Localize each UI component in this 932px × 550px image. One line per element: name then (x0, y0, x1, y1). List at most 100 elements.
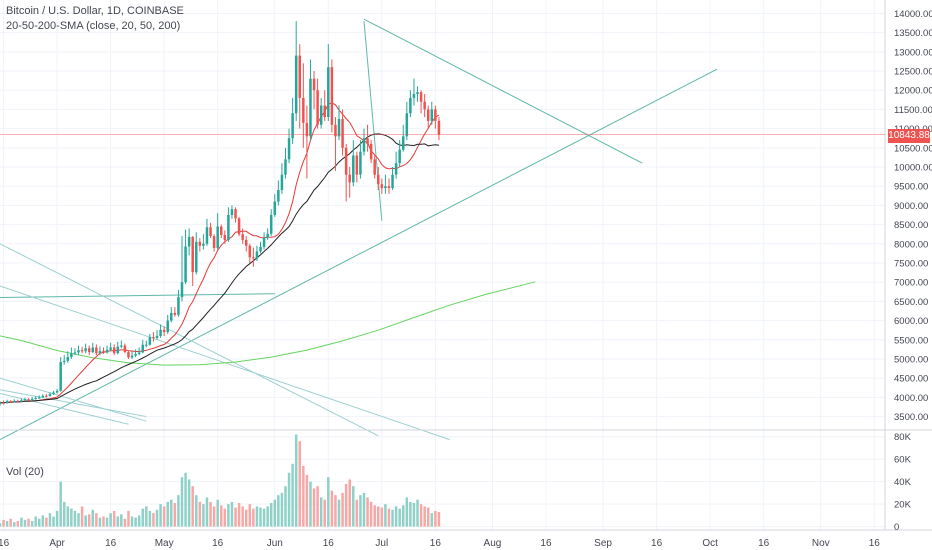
candle-body (13, 400, 16, 402)
volume-bar (137, 515, 141, 527)
candle-body (316, 90, 319, 125)
volume-bar (216, 499, 219, 527)
volume-bar (255, 506, 259, 527)
price-tick-label: 4500.00 (894, 374, 928, 385)
candle-body (202, 243, 205, 246)
candle-body (355, 155, 359, 175)
volume-bar (391, 509, 394, 527)
price-tick-label: 12500.00 (894, 67, 932, 78)
candle-body (38, 397, 41, 399)
candle-body (59, 362, 62, 391)
candle-body (423, 101, 426, 110)
candle-body (266, 233, 269, 238)
candle-body (409, 97, 412, 114)
volume-bar (212, 506, 216, 527)
candle-body (394, 163, 398, 175)
candle-body (230, 209, 234, 215)
volume-tick-label: 60K (894, 455, 912, 466)
volume-bar (70, 508, 73, 527)
sma-20-line (0, 102, 440, 404)
price-tick-label: 8000.00 (894, 239, 928, 250)
candle-body (241, 234, 244, 240)
volume-bar (330, 490, 334, 527)
price-tick-label: 10500.00 (894, 143, 932, 154)
candle-body (0, 402, 2, 404)
volume-tick-label: 80K (894, 432, 912, 443)
price-tick-label: 3500.00 (894, 412, 928, 423)
candle-body (359, 151, 362, 175)
time-tick-label: May (155, 538, 174, 549)
candle-body (34, 397, 37, 399)
trendline (0, 393, 129, 425)
price-tick-label: 8500.00 (894, 220, 928, 231)
volume-bar (130, 516, 134, 527)
volume-bar (373, 505, 376, 527)
volume-bar (187, 479, 191, 527)
candle-body (155, 335, 159, 338)
candle-body (405, 113, 409, 137)
candle-body (284, 159, 287, 175)
candle-body (20, 400, 23, 402)
volume-bar (16, 521, 20, 527)
volume-bar (38, 518, 41, 527)
volume-bar (366, 497, 369, 527)
volume-bar (98, 517, 102, 527)
candle-body (209, 227, 212, 237)
time-tick-label: 16 (430, 538, 442, 549)
volume-bar (327, 477, 330, 527)
candle-body (398, 149, 401, 164)
candle-body (319, 105, 323, 125)
volume-bar (127, 510, 130, 527)
volume-bar (105, 517, 109, 527)
time-tick-label: Jun (267, 538, 283, 549)
volume-bar (184, 472, 187, 527)
volume-bar (426, 507, 430, 527)
price-tick-label: 5500.00 (894, 335, 928, 346)
volume-bar (20, 517, 23, 527)
candle-body (9, 401, 12, 403)
volume-bar (116, 516, 120, 527)
volume-bar (48, 513, 52, 527)
candle-body (87, 348, 91, 353)
volume-bar (409, 501, 412, 527)
candle-body (298, 55, 302, 98)
volume-bar (120, 514, 123, 527)
volume-bar (205, 497, 209, 527)
candle-body (416, 92, 419, 95)
candle-body (237, 218, 241, 235)
volume-bar (280, 492, 284, 527)
candle-body (330, 67, 334, 125)
candle-body (30, 398, 34, 401)
candle-body (48, 394, 52, 397)
candle-body (84, 348, 87, 352)
volume-bar (284, 486, 287, 527)
volume-bar (148, 510, 152, 527)
volume-bar (323, 499, 326, 527)
candle-body (305, 122, 309, 137)
candle-body (384, 186, 387, 189)
candle-body (280, 174, 284, 191)
candle-body (112, 347, 116, 354)
candle-body (380, 184, 384, 189)
volume-bar (209, 501, 212, 527)
candle-body (137, 352, 141, 354)
volume-bar (334, 495, 337, 527)
candle-body (337, 119, 341, 137)
volume-tick-label: 0 (894, 522, 899, 533)
candle-body (95, 347, 98, 354)
volume-tick-label: 20K (894, 500, 912, 511)
candle-body (434, 109, 437, 121)
candle-body (55, 390, 59, 393)
volume-bar (170, 499, 173, 527)
volume-bar (109, 513, 112, 527)
volume-bar (41, 515, 45, 527)
candle-body (170, 312, 173, 321)
volume-bar (377, 506, 380, 527)
volume-bar (23, 519, 27, 527)
volume-bar (2, 519, 5, 527)
time-tick-label: Nov (812, 538, 830, 549)
candle-body (309, 78, 312, 137)
volume-bar (5, 521, 9, 527)
